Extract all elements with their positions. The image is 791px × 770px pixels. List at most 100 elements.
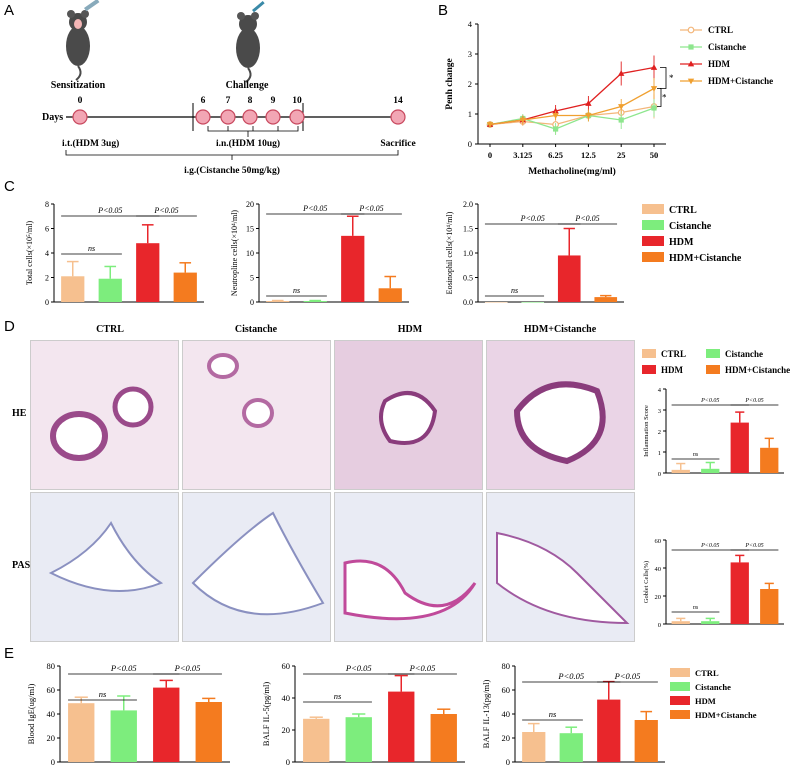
- y-tick-label: 2: [468, 79, 472, 89]
- legend-swatch: [670, 696, 690, 705]
- histology-pas-cistanche: [182, 492, 331, 642]
- histology-he-hdm-cistanche: [486, 340, 635, 490]
- histology-he-hdm: [334, 340, 483, 490]
- chart-balf-il13: 0 20 40 60 80 BALF IL-13(pg/ml) ns P<0.05 P<0.05: [481, 661, 665, 767]
- y-tick-label: 40: [47, 709, 56, 719]
- series-line-0: [489, 105, 655, 126]
- panel-letter-b: B: [438, 2, 449, 19]
- y-tick-label: 15: [246, 225, 254, 234]
- histology-pas-ctrl: [30, 492, 179, 642]
- bar-hdm: [388, 691, 415, 762]
- series-point: [650, 86, 658, 92]
- y-axis-label: Neutropline cells(×10⁴/ml): [230, 210, 239, 297]
- row-title-he: HE: [12, 408, 27, 419]
- bar-ctrl: [671, 621, 690, 624]
- y-tick-label: 3: [468, 49, 472, 59]
- legend-label: CTRL: [661, 349, 686, 359]
- legend-label: HDM+Cistanche: [695, 710, 757, 720]
- significance-label: ns: [549, 709, 557, 719]
- significance-label: ns: [693, 605, 699, 611]
- significance-label: ns: [334, 691, 342, 701]
- col-title-hdm-cistanche: HDM+Cistanche: [523, 324, 597, 335]
- x-tick-label: 12.5: [581, 150, 596, 160]
- y-axis-label: BALF IL-13(pg/ml): [481, 679, 491, 748]
- bar-cistanche: [559, 733, 583, 762]
- bar-hdm: [597, 699, 621, 762]
- day-marker-10: [289, 109, 305, 125]
- legend-label: Cistanche: [725, 349, 763, 359]
- legend-swatch: [706, 365, 720, 374]
- x-tick-label: 0: [488, 150, 492, 160]
- series-line-3: [489, 87, 655, 126]
- day-marker-9: [265, 109, 281, 125]
- significance-label: ns: [693, 452, 699, 458]
- col-title-ctrl: CTRL: [96, 324, 124, 335]
- y-tick-label: 0: [658, 622, 661, 629]
- y-tick-label: 0: [250, 298, 254, 307]
- y-tick-label: 60: [47, 685, 56, 695]
- legend-marker: [687, 60, 695, 67]
- significance-label: ns: [293, 286, 300, 295]
- ig-label: i.g.(Cistanche 50mg/kg): [184, 165, 280, 176]
- legend-panel-e: CTRL Cistanche HDM HDM+Cistanche: [670, 668, 757, 720]
- series-point: [585, 113, 592, 119]
- series-line-1: [489, 107, 655, 130]
- y-axis-label: Blood IgE(ug/ml): [26, 683, 36, 744]
- legend-swatch: [670, 710, 690, 719]
- y-tick-label: 20: [282, 725, 291, 735]
- sensitization-label: Sensitization: [51, 80, 106, 91]
- mouse-sensitization-icon: [66, 0, 100, 81]
- legend-marker: [687, 78, 695, 85]
- bar-cistanche: [521, 302, 545, 303]
- y-tick-label: 60: [655, 538, 662, 545]
- bar-hdm: [730, 422, 749, 473]
- legend-label: CTRL: [669, 205, 697, 216]
- y-tick-label: 20: [502, 733, 511, 743]
- legend-label: Cistanche: [695, 682, 731, 692]
- bar-ctrl: [266, 301, 290, 302]
- bar-cistanche: [701, 468, 720, 473]
- bar-hdm: [730, 562, 749, 624]
- bar-ctrl: [671, 469, 690, 473]
- bar-ctrl: [303, 718, 330, 762]
- legend-swatch: [670, 682, 690, 691]
- y-tick-label: 80: [47, 661, 56, 671]
- y-tick-label: 6: [45, 225, 49, 234]
- y-tick-label: 20: [47, 733, 56, 743]
- series-point: [519, 117, 526, 124]
- histology-pas-hdm: [334, 492, 483, 642]
- significance-label: P<0.05: [744, 543, 763, 549]
- series-point: [650, 64, 658, 70]
- chart-inflammation-score: 0 1 2 3 4 Inflammation Score ns P<0.05 P<0.05: [643, 387, 784, 478]
- legend-swatch: [642, 365, 656, 374]
- challenge-label: Challenge: [226, 80, 269, 91]
- y-tick-label: 1.0: [463, 249, 473, 258]
- sig-star-upper: *: [669, 73, 674, 83]
- legend-label: HDM: [708, 59, 731, 69]
- y-tick-label: 40: [655, 566, 662, 573]
- day-number-7: 7: [226, 96, 231, 106]
- day-marker-8: [242, 109, 258, 125]
- ig-bracket: [65, 150, 399, 160]
- legend-label: HDM+Cistanche: [669, 253, 742, 264]
- row-title-pas: PAS: [12, 560, 31, 571]
- significance-label: P<0.05: [358, 204, 383, 213]
- bar-cistanche: [701, 621, 720, 624]
- significance-label: P<0.05: [557, 671, 584, 681]
- y-tick-label: 1: [468, 109, 472, 119]
- x-tick-label: 50: [650, 150, 659, 160]
- y-tick-label: 0: [658, 471, 661, 478]
- it-label: i.t.(HDM 3ug): [62, 138, 119, 149]
- legend-label: HDM+Cistanche: [708, 76, 773, 86]
- significance-label: P<0.05: [574, 214, 599, 223]
- legend-panel-c: CTRL Cistanche HDM HDM+Cistanche: [642, 204, 742, 264]
- series-point: [618, 70, 625, 76]
- y-axis-label: Goblet Cells(%): [643, 561, 650, 603]
- bar-ctrl: [522, 732, 546, 762]
- bar-hdm-cistanche: [195, 702, 222, 762]
- sacrifice-label: Sacrifice: [380, 139, 415, 149]
- significance-label: P<0.05: [345, 663, 372, 673]
- y-tick-label: 20: [246, 200, 254, 209]
- sig-bracket-lower: [657, 88, 662, 107]
- y-tick-label: 2: [45, 274, 49, 283]
